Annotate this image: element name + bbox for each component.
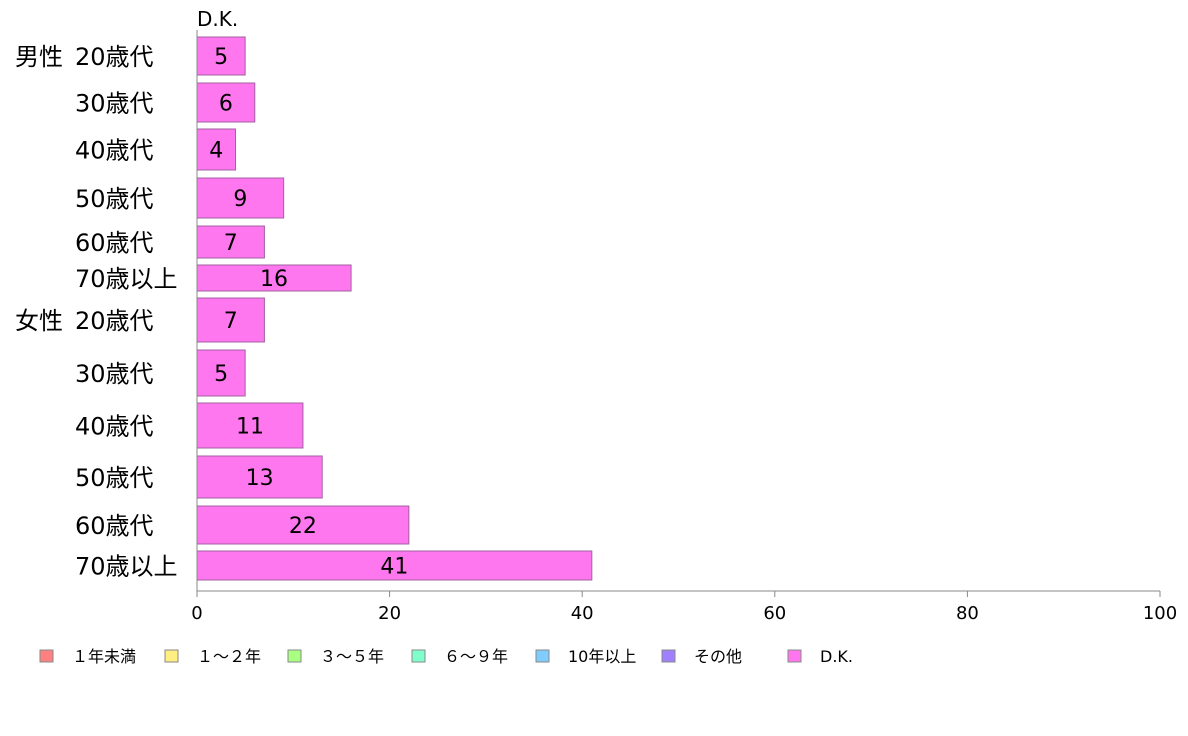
bar-value-label: 6	[219, 92, 233, 117]
bar	[196, 505, 410, 545]
x-tick-label: 40	[571, 603, 594, 624]
legend-swatch	[787, 649, 802, 663]
x-tick-label: 20	[378, 603, 401, 624]
x-tick-label: 0	[191, 603, 202, 624]
x-tick-label: 100	[1143, 603, 1177, 624]
bar-value-label: 22	[289, 514, 317, 539]
bar	[196, 177, 285, 219]
legend-label: １〜２年	[197, 647, 261, 666]
bar-value-label: 7	[224, 309, 238, 334]
bar	[196, 455, 323, 499]
legend-label: その他	[694, 647, 742, 666]
bar	[196, 550, 593, 581]
legend-swatch	[39, 649, 54, 663]
category-label: 20歳代	[75, 307, 154, 335]
bar-value-label: 11	[236, 415, 264, 440]
bar	[196, 36, 246, 76]
category-label: 30歳代	[75, 90, 154, 118]
category-label: 70歳以上	[75, 265, 178, 293]
bar-value-label: 4	[209, 139, 223, 164]
category-label: 40歳代	[75, 413, 154, 441]
category-label: 40歳代	[75, 137, 154, 165]
category-label: 70歳以上	[75, 553, 178, 581]
legend-label: D.K.	[820, 647, 853, 666]
legend-label: １年未満	[72, 647, 136, 666]
series-title: D.K.	[197, 7, 238, 31]
category-label: 20歳代	[75, 43, 154, 71]
legend-swatch	[411, 649, 426, 663]
legend-swatch	[287, 649, 302, 663]
bar-value-label: 5	[214, 45, 228, 70]
x-tick-label: 80	[956, 603, 979, 624]
bar-value-label: 9	[233, 187, 247, 212]
category-label: 30歳代	[75, 360, 154, 388]
group-label: 女性	[15, 307, 63, 335]
legend-label: 10年以上	[568, 647, 636, 666]
bar	[196, 297, 265, 343]
bar-value-label: 16	[260, 267, 288, 292]
bar	[196, 225, 265, 259]
legend-swatch	[164, 649, 179, 663]
bar	[196, 82, 256, 123]
bar-value-label: 5	[214, 362, 228, 387]
legend-label: ６〜９年	[444, 647, 508, 666]
legend-swatch	[535, 649, 550, 663]
bar-value-label: 41	[380, 555, 408, 580]
category-label: 60歳代	[75, 229, 154, 257]
bar-value-label: 7	[224, 231, 238, 256]
category-label: 50歳代	[75, 464, 154, 492]
x-tick-label: 60	[763, 603, 786, 624]
bar-value-label: 13	[246, 466, 274, 491]
category-label: 50歳代	[75, 185, 154, 213]
bar	[196, 128, 237, 171]
legend-label: ３〜５年	[320, 647, 384, 666]
group-label: 男性	[15, 43, 63, 71]
category-label: 60歳代	[75, 512, 154, 540]
legend-swatch	[661, 649, 676, 663]
